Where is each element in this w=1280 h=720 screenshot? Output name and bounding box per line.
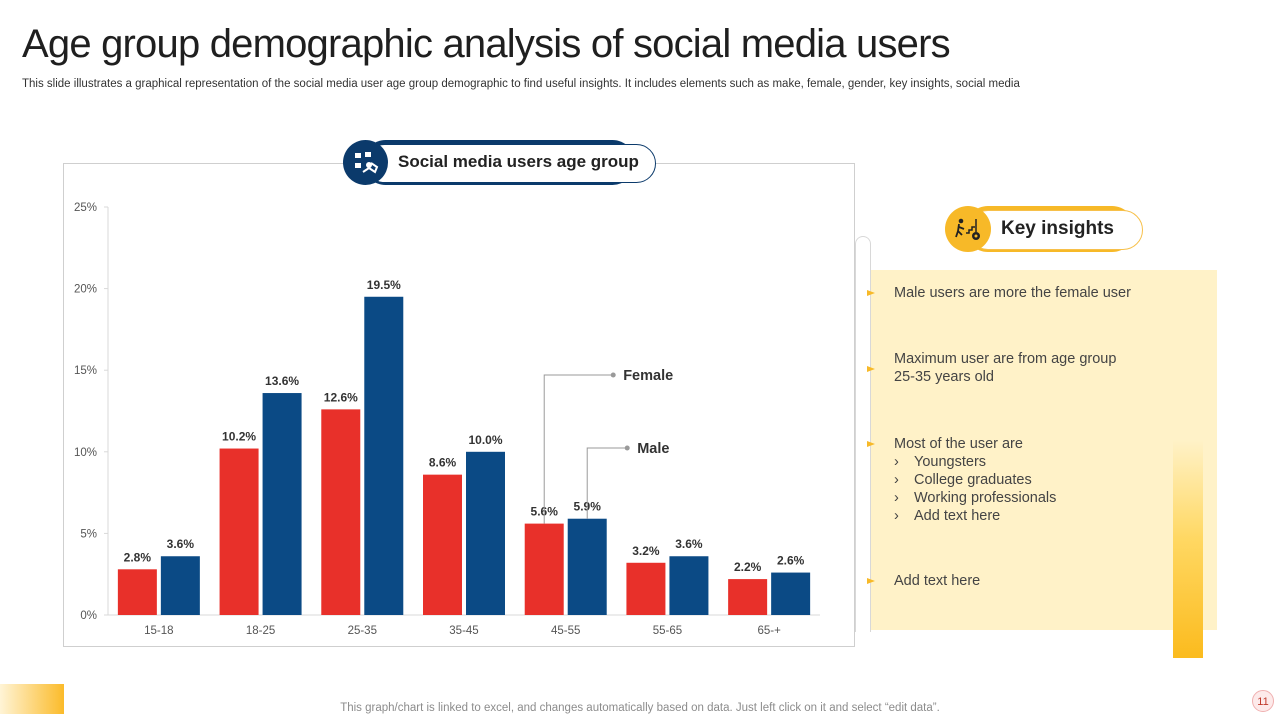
- insight-2-text: Maximum user are from age group: [894, 351, 1117, 367]
- chart-header-pill: Social media users age group: [343, 140, 656, 185]
- legend-female: Female: [623, 368, 673, 384]
- key-insights-title: Key insights: [1001, 218, 1114, 239]
- insight-3-subitem: › College graduates: [894, 472, 1032, 488]
- bullet-arrow-icon: [867, 366, 875, 372]
- bullet-arrow-icon: [867, 290, 875, 296]
- bullet-arrow-icon: [867, 441, 875, 447]
- data-label-female: 2.8%: [124, 550, 152, 564]
- y-tick-label: 10%: [74, 447, 97, 459]
- data-label-female: 3.2%: [632, 544, 660, 558]
- page-subtitle: This slide illustrates a graphical repre…: [22, 78, 1020, 90]
- bar-male: [567, 518, 607, 615]
- legend-dot-female: [610, 372, 616, 378]
- data-label-male: 2.6%: [777, 554, 805, 568]
- page-number: 11: [1252, 690, 1274, 712]
- insight-2-text-line2: 25-35 years old: [894, 369, 994, 385]
- insight-4: Add text here: [894, 572, 980, 590]
- corner-decoration: [0, 684, 64, 714]
- insight-3-text: Most of the user are: [894, 436, 1023, 452]
- footnote: This graph/chart is linked to excel, and…: [340, 702, 940, 714]
- bar-male: [669, 556, 709, 615]
- legend-dot-male: [624, 445, 630, 451]
- x-tick-label: 25-35: [348, 625, 377, 637]
- chevron-right-icon: ›: [894, 508, 899, 524]
- insight-2: Maximum user are from age group 25-35 ye…: [894, 350, 1116, 386]
- data-label-female: 12.6%: [324, 390, 358, 404]
- data-label-male: 13.6%: [265, 374, 299, 388]
- bar-male: [771, 572, 811, 615]
- data-label-male: 19.5%: [367, 278, 401, 292]
- bar-female: [524, 523, 564, 615]
- legend-male: Male: [637, 441, 669, 457]
- x-tick-label: 65-+: [757, 625, 781, 637]
- y-tick-label: 5%: [80, 528, 97, 540]
- data-label-female: 8.6%: [429, 456, 457, 470]
- x-tick-label: 55-65: [653, 625, 682, 637]
- people-network-icon: [343, 140, 388, 185]
- legend-leader-male: [586, 447, 628, 519]
- data-label-female: 2.2%: [734, 560, 762, 574]
- insight-3-subitem: › Youngsters: [894, 454, 987, 470]
- bar-female: [321, 409, 361, 615]
- bar-female: [626, 562, 666, 615]
- key-insights-pill: Key insights: [945, 206, 1143, 252]
- page-title: Age group demographic analysis of social…: [22, 22, 951, 66]
- bar-female: [423, 474, 462, 615]
- chart-container[interactable]: 0% 5% 10% 15% 20% 25% 2.8% 3.6% 15-18 10.2% 13.6% 1…: [63, 163, 855, 647]
- bar-female: [219, 448, 259, 615]
- chevron-right-icon: ›: [894, 454, 899, 470]
- data-label-male: 3.6%: [675, 537, 703, 551]
- bar-male: [160, 556, 200, 615]
- chart-header-label: Social media users age group: [398, 152, 639, 171]
- data-label-male: 3.6%: [167, 537, 195, 551]
- x-tick-label: 35-45: [449, 625, 478, 637]
- y-tick-label: 0%: [80, 610, 97, 622]
- bar-chart[interactable]: 0% 5% 10% 15% 20% 25% 2.8% 3.6% 15-18 10.2% 13.6% 1…: [64, 164, 856, 648]
- data-label-female: 10.2%: [222, 430, 256, 444]
- person-stairs-target-icon: [945, 206, 991, 252]
- insight-1-text: Male users are more the female user: [894, 285, 1131, 301]
- insight-3: Most of the user are › Youngsters › Colleg…: [894, 435, 1056, 525]
- insights-panel: [871, 270, 1217, 630]
- insight-3-subitem: › Working professionals: [894, 490, 1057, 506]
- bar-male: [466, 451, 505, 615]
- y-tick-label: 25%: [74, 202, 97, 214]
- x-tick-label: 45-55: [551, 625, 580, 637]
- y-tick-label: 15%: [74, 365, 97, 377]
- insight-3-subitem: › Add text here: [894, 508, 1001, 524]
- insight-1: Male users are more the female user: [894, 284, 1131, 302]
- bar-female: [728, 579, 768, 615]
- bar-male: [262, 393, 302, 615]
- legend-leader-female: [543, 374, 614, 524]
- chevron-right-icon: ›: [894, 490, 899, 506]
- bullet-arrow-icon: [867, 578, 875, 584]
- insights-rail: [855, 236, 871, 632]
- chevron-right-icon: ›: [894, 472, 899, 488]
- bar-female: [117, 569, 157, 615]
- x-tick-label: 18-25: [246, 625, 275, 637]
- x-tick-label: 15-18: [144, 625, 173, 637]
- data-label-male: 10.0%: [468, 433, 502, 447]
- insight-4-text: Add text here: [894, 573, 981, 589]
- decorative-gradient-bar: [1173, 440, 1203, 658]
- bar-male: [364, 296, 404, 615]
- y-tick-label: 20%: [74, 284, 97, 296]
